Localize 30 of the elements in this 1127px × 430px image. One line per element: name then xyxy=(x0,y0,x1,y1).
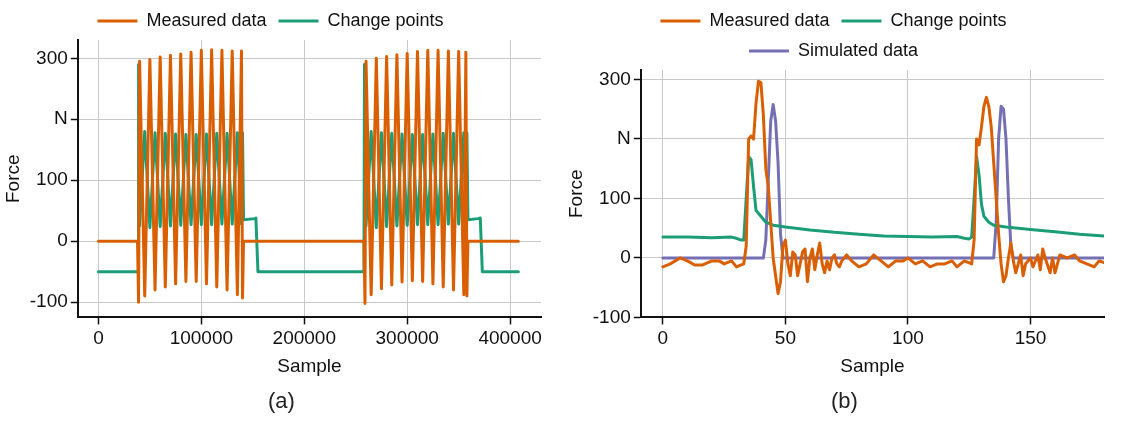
y-axis-title: Force xyxy=(564,169,586,218)
x-tick-label: 100000 xyxy=(169,327,234,349)
x-axis-title: Sample xyxy=(840,354,905,376)
text: (b) xyxy=(830,388,859,414)
y-tick-label: 100 xyxy=(599,186,631,208)
text: (a) xyxy=(267,388,296,414)
legend-label: Measured data xyxy=(709,9,831,30)
legend-label: Change points xyxy=(327,9,444,30)
y-tick-label: N xyxy=(54,107,68,129)
y-tick-label: 0 xyxy=(620,246,631,268)
x-axis-title: Sample xyxy=(277,354,342,376)
y-tick-label: 0 xyxy=(57,229,68,251)
x-tick-label: 100 xyxy=(892,327,924,349)
legend-label: Measured data xyxy=(146,9,268,30)
y-tick-label: 300 xyxy=(36,46,68,68)
x-tick-label: 0 xyxy=(93,327,104,349)
y-tick-label: -100 xyxy=(29,290,68,312)
y-tick-label: -100 xyxy=(592,305,631,327)
x-tick-label: 150 xyxy=(1014,327,1047,349)
y-tick-label: N xyxy=(617,127,631,149)
x-tick-label: 300000 xyxy=(375,327,439,349)
legend-label: Simulated data xyxy=(797,39,920,60)
x-tick-label: 50 xyxy=(774,327,796,349)
x-tick-label: 400000 xyxy=(478,327,542,349)
y-tick-label: 100 xyxy=(36,168,68,190)
x-tick-label: 0 xyxy=(657,327,669,349)
y-tick-label: 300 xyxy=(599,67,631,89)
legend-label: Change points xyxy=(890,9,1007,30)
x-tick-label: 200000 xyxy=(272,327,336,349)
y-axis-title: Force xyxy=(1,154,23,203)
